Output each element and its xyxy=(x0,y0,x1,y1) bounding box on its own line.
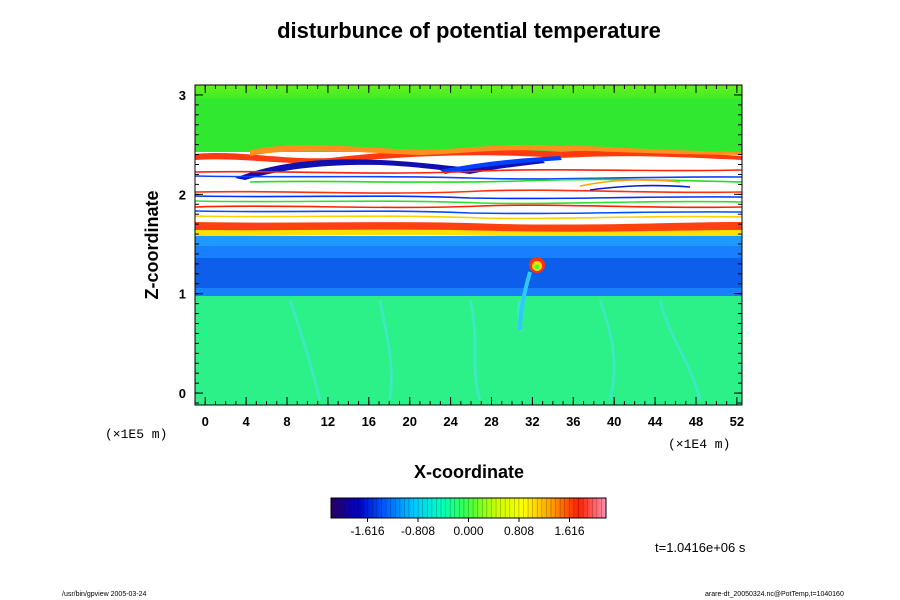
y-tick-label: 2 xyxy=(179,187,186,202)
footer-right: arare-dt_20050324.nc@PotTemp,t=1040160 xyxy=(705,591,844,598)
x-tick-label: 52 xyxy=(730,414,744,429)
y-tick-label: 0 xyxy=(179,386,186,401)
chart-title: disturbunce of potential temperature xyxy=(277,18,661,43)
x-tick-label: 12 xyxy=(321,414,335,429)
colorbar-tick-label: -0.808 xyxy=(401,524,435,538)
x-unit-label: (×1E4 m) xyxy=(668,437,730,452)
plume-stem xyxy=(518,271,532,331)
y-tick-label: 3 xyxy=(179,88,186,103)
plot-frame xyxy=(194,84,743,406)
x-tick-label: 48 xyxy=(689,414,703,429)
x-tick-label: 36 xyxy=(566,414,580,429)
blue-curl-2 xyxy=(440,156,562,174)
y-unit-label: (×1E5 m) xyxy=(105,427,167,442)
x-tick-label: 32 xyxy=(525,414,539,429)
x-tick-label: 0 xyxy=(202,414,209,429)
y-tick-label: 1 xyxy=(179,287,186,302)
x-tick-label: 8 xyxy=(283,414,290,429)
colorbar-stripes xyxy=(335,498,602,518)
upper-layer xyxy=(195,85,742,155)
footer-left: /usr/bin/gpview 2005-03-24 xyxy=(62,591,147,598)
warm-edge-top-2 xyxy=(250,144,742,156)
colorbar-tick-label: 1.616 xyxy=(554,524,584,538)
colorbar-bar xyxy=(331,498,606,518)
band-contours xyxy=(195,169,742,220)
middle-dark-band xyxy=(195,258,742,288)
x-axis-title: X-coordinate xyxy=(414,462,524,482)
middle-upper-band xyxy=(195,236,742,246)
x-tick-label: 24 xyxy=(443,414,458,429)
x-tick-label: 44 xyxy=(648,414,663,429)
colorbar-tick-label: -1.616 xyxy=(350,524,384,538)
colorbar-tick-label: 0.000 xyxy=(453,524,483,538)
y-axis-title: Z-coordinate xyxy=(142,190,162,299)
lower-layer xyxy=(195,296,742,405)
x-tick-label: 28 xyxy=(484,414,498,429)
dark-blue-curl xyxy=(235,158,545,180)
x-tick-label: 4 xyxy=(243,414,251,429)
colorbar-tick-label: 0.808 xyxy=(504,524,534,538)
x-tick-label: 40 xyxy=(607,414,621,429)
transition-edge-2 xyxy=(195,229,742,237)
plot-area xyxy=(195,85,742,405)
x-tick-label: 20 xyxy=(402,414,416,429)
x-tick-label: 16 xyxy=(362,414,376,429)
time-label: t=1.0416e+06 s xyxy=(655,540,746,555)
colorbar: -1.616 -0.808 0.000 0.808 1.616 xyxy=(330,497,607,538)
plume-head-core xyxy=(534,264,540,270)
colorbar-ticks: -1.616 -0.808 0.000 0.808 1.616 xyxy=(350,518,585,538)
